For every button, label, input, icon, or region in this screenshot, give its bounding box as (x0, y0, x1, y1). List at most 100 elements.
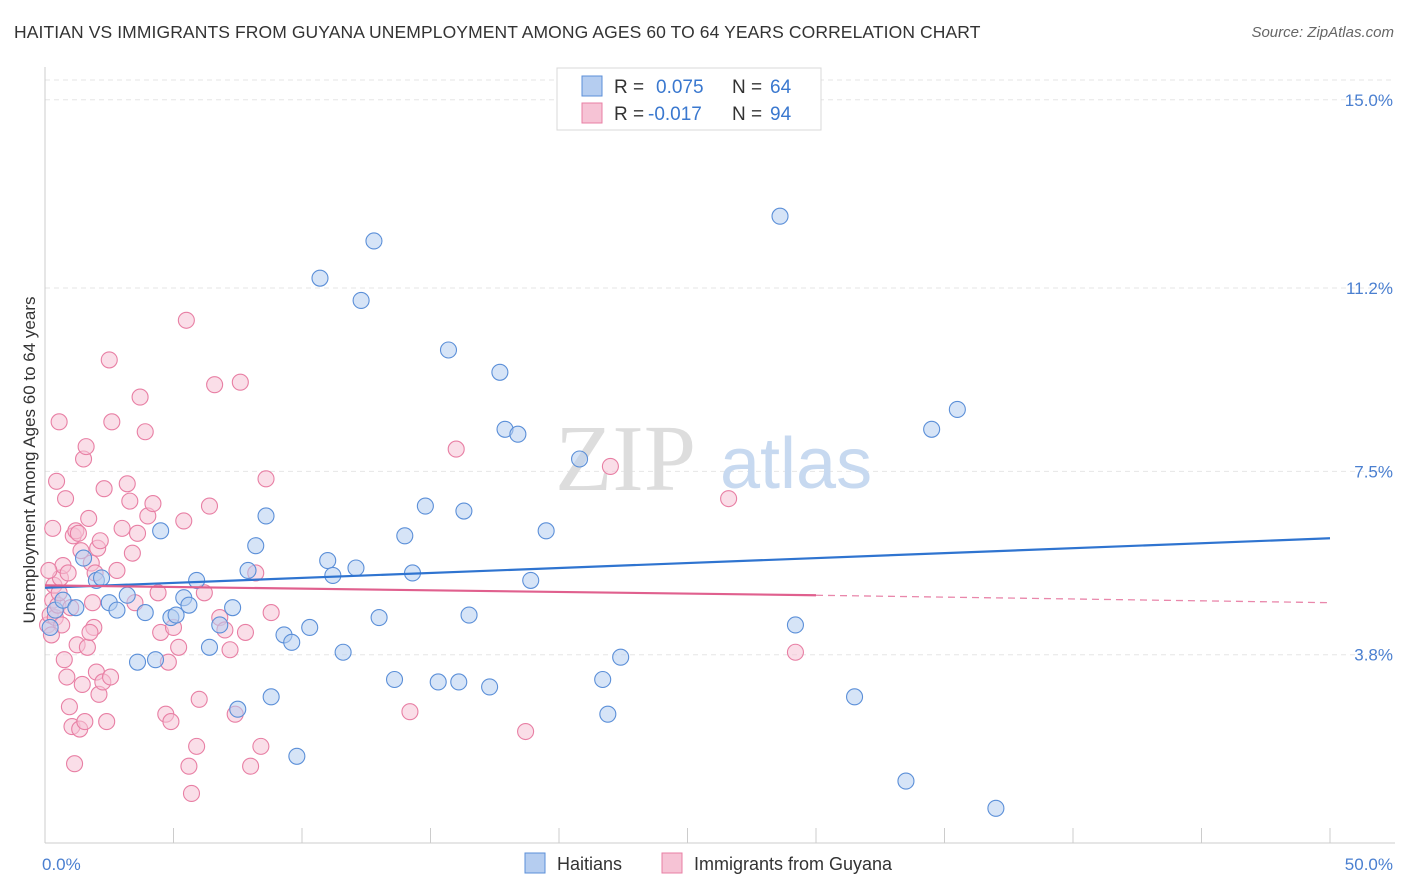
haitian-point (786, 616, 804, 634)
guyana-point (162, 713, 180, 731)
guyana-point (170, 638, 188, 656)
haitian-point (136, 604, 154, 622)
haitian-point (450, 673, 468, 691)
haitian-point (522, 571, 540, 589)
haitian-point (311, 269, 329, 287)
haitian-point (845, 688, 864, 706)
guyana-point (231, 373, 249, 391)
guyana-point (59, 564, 77, 582)
guyana-point (48, 472, 66, 490)
guyana-point (95, 480, 113, 498)
y-tick-label-2: 11.2% (1346, 279, 1393, 298)
guyana-point (66, 755, 84, 773)
guyana-point (517, 722, 535, 741)
legend-swatch-guyana (581, 102, 603, 124)
haitian-point (67, 599, 85, 617)
haitian-point (571, 450, 589, 468)
legend-r-value-2: -0.017 (648, 104, 702, 125)
haitian-point (319, 552, 337, 570)
haitian-point (224, 599, 242, 617)
bottom-legend-guyana: Immigrants from Guyana (694, 854, 893, 874)
guyana-trend-line (44, 584, 817, 597)
haitian-point (416, 497, 434, 515)
guyana-point (401, 703, 419, 721)
guyana-point (257, 470, 275, 488)
guyana-point (121, 492, 139, 510)
bottom-legend-swatch-guyana (661, 852, 683, 874)
guyana-point (76, 713, 94, 731)
guyana-point (101, 668, 120, 686)
guyana-point (58, 668, 76, 686)
haitian-point (146, 651, 165, 669)
guyana-point (262, 604, 280, 622)
haitian-point (239, 561, 257, 580)
haitians-trend-line (44, 537, 1331, 589)
guyana-point (57, 490, 75, 508)
haitian-point (594, 670, 612, 689)
guyana-point (44, 519, 62, 537)
guyana-point (77, 438, 95, 456)
axes (44, 67, 1395, 844)
guyana-point (175, 512, 193, 530)
guyana-point (100, 351, 118, 369)
guyana-point (83, 594, 102, 612)
bottom-legend: Haitians Immigrants from Guyana (524, 852, 893, 874)
guyana-point (786, 643, 804, 661)
guyana-point (200, 497, 219, 515)
legend-n-value-2: 94 (770, 104, 792, 125)
guyana-point (252, 737, 270, 755)
haitian-point (41, 618, 59, 637)
haitian-point (180, 596, 198, 614)
haitian-point (257, 507, 275, 525)
trend-lines (44, 537, 1331, 604)
guyana-point (236, 623, 255, 641)
guyana-point (80, 509, 98, 528)
haitian-point (509, 425, 527, 443)
guyana-point (177, 311, 195, 329)
x-tick-labels: 0.0% 50.0% (42, 855, 1393, 874)
chart-title: HAITIAN VS IMMIGRANTS FROM GUYANA UNEMPL… (14, 22, 981, 42)
x-tick-label-1: 50.0% (1345, 855, 1393, 874)
guyana-point (73, 675, 91, 693)
guyana-point (108, 561, 126, 580)
bottom-legend-haitians: Haitians (557, 854, 622, 874)
y-tick-label-1: 7.5% (1354, 462, 1393, 481)
haitian-point (75, 549, 93, 567)
haitian-point (128, 653, 147, 671)
haitian-point (537, 522, 555, 540)
guyana-point (118, 475, 136, 493)
guyana-point (136, 423, 154, 441)
guyana-point (123, 544, 141, 562)
legend-n-label-2: N = (732, 104, 762, 125)
haitian-point (301, 618, 319, 637)
guyana-point (131, 388, 149, 406)
haitian-point (108, 601, 126, 619)
haitian-point (352, 291, 370, 309)
guyana-point (50, 413, 68, 431)
haitian-point (54, 591, 72, 609)
guyana-point (447, 440, 465, 458)
haitian-point (283, 633, 301, 651)
haitian-point (599, 705, 617, 723)
haitian-point (92, 569, 111, 587)
guyana-point (103, 413, 121, 431)
x-tick-label-0: 0.0% (42, 855, 81, 874)
guyana-point (195, 584, 213, 602)
haitian-point (460, 606, 478, 624)
haitian-point (211, 616, 229, 634)
watermark-atlas: atlas (720, 424, 872, 504)
y-axis-label: Unemployment Among Ages 60 to 64 years (20, 297, 39, 624)
legend-n-value-1: 64 (770, 77, 792, 98)
haitian-point (229, 700, 247, 718)
y-tick-labels: 3.8% 7.5% 11.2% 15.0% (1345, 91, 1393, 665)
guyana-point (149, 584, 167, 602)
haitian-point (370, 609, 388, 627)
legend-r-label-2: R = (614, 104, 644, 125)
haitian-point (455, 502, 473, 520)
series-haitians-points (41, 207, 1005, 817)
watermark: ZIP atlas (555, 407, 872, 511)
haitian-point (167, 606, 185, 624)
guyana-point (206, 376, 224, 394)
guyana-point (60, 698, 78, 716)
